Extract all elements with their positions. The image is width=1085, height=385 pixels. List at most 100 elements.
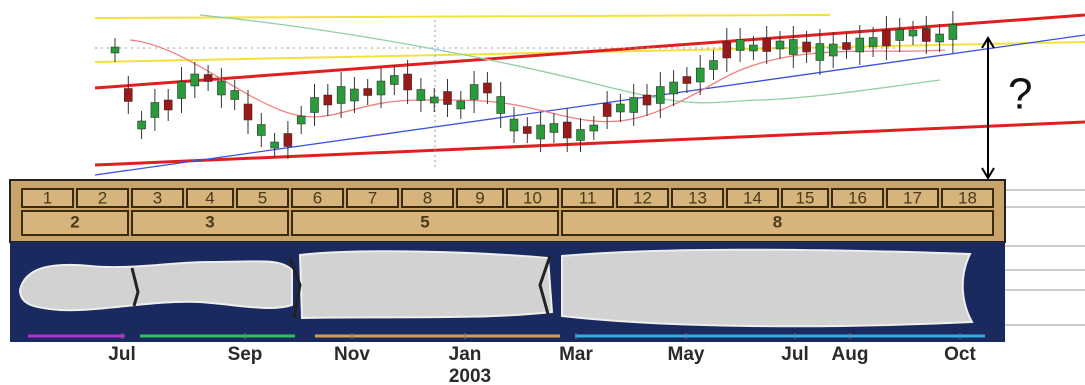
group-box <box>21 210 129 236</box>
candle <box>749 44 758 52</box>
candle <box>124 88 133 102</box>
unit-label: 9 <box>475 188 484 207</box>
unit-box <box>21 188 74 208</box>
unit-box <box>76 188 129 208</box>
unit-label: 11 <box>579 188 597 207</box>
candle <box>416 89 426 101</box>
unit-label: 8 <box>423 188 432 207</box>
candle <box>190 73 200 87</box>
candle <box>868 37 878 47</box>
unit-label: 15 <box>796 188 815 207</box>
unit-label: 14 <box>743 188 762 207</box>
candle <box>456 100 466 110</box>
unit-label: 4 <box>205 188 214 207</box>
unit-box <box>401 188 454 208</box>
unit-box <box>186 188 234 208</box>
month-label: Jan <box>449 344 482 365</box>
arrow-heads <box>981 36 995 180</box>
yellow-line <box>94 14 831 19</box>
candle <box>363 88 372 96</box>
group-box <box>131 210 289 236</box>
candle <box>243 103 253 121</box>
unit-box <box>291 188 344 208</box>
candle <box>110 46 120 54</box>
unit-label: 12 <box>633 188 652 207</box>
group-label: 2 <box>70 212 79 231</box>
unit-box <box>941 188 994 208</box>
candle <box>908 29 918 37</box>
candle <box>483 82 492 94</box>
candle <box>669 81 678 95</box>
x-axis: Jul Sep Nov Jan Mar May Jul Aug Oct <box>108 333 977 365</box>
group-label: 3 <box>205 212 214 231</box>
candle <box>629 97 638 113</box>
candle <box>656 86 665 104</box>
candle <box>203 74 213 82</box>
unit-label: 5 <box>258 188 267 207</box>
unit-label: 2 <box>98 188 107 207</box>
unit-box <box>236 188 289 208</box>
unit-label: 13 <box>688 188 707 207</box>
group-label: 5 <box>420 212 429 231</box>
candle <box>177 81 186 99</box>
candle <box>217 80 226 96</box>
unit-box <box>831 188 884 208</box>
candle <box>137 120 146 130</box>
candle <box>150 102 160 118</box>
candle <box>642 94 652 106</box>
ma-long <box>199 14 941 104</box>
candle <box>682 76 692 84</box>
unit-label: 3 <box>153 188 162 207</box>
candle <box>935 33 944 43</box>
group-box <box>291 210 559 236</box>
candle <box>296 115 306 125</box>
candle <box>496 96 505 114</box>
candle <box>336 86 346 104</box>
candle <box>589 124 599 132</box>
month-label: Sep <box>228 344 263 365</box>
group-label: 8 <box>773 212 782 231</box>
year-label: 2003 <box>449 366 491 385</box>
month-label: May <box>668 344 705 365</box>
candle <box>509 118 519 132</box>
candle <box>549 123 559 133</box>
side-lines <box>1005 189 1085 326</box>
unit-label: 7 <box>368 188 377 207</box>
candle <box>576 129 585 141</box>
month-label: Jul <box>781 344 808 365</box>
joints <box>130 255 552 319</box>
candle <box>789 39 798 55</box>
unit-box <box>346 188 399 208</box>
candle <box>443 91 452 105</box>
unit-label: 16 <box>848 188 867 207</box>
candle <box>469 84 479 100</box>
candle <box>616 103 625 113</box>
candle <box>815 43 825 61</box>
candle <box>802 41 811 53</box>
candle <box>230 90 239 100</box>
ma-short <box>129 39 946 123</box>
candle <box>270 141 279 149</box>
candle <box>695 67 705 83</box>
candle <box>855 37 865 53</box>
candle <box>948 24 958 40</box>
candle <box>283 133 293 147</box>
unit-label: 10 <box>523 188 542 207</box>
candles <box>110 11 958 159</box>
candle <box>762 38 771 52</box>
unit-box <box>561 188 614 208</box>
candle <box>895 29 904 41</box>
candle <box>922 28 931 42</box>
month-label: Aug <box>832 344 869 365</box>
unit-box <box>671 188 724 208</box>
candle <box>310 97 319 113</box>
candle <box>523 126 532 134</box>
month-label: Oct <box>944 344 976 365</box>
candle <box>536 124 545 140</box>
candle <box>775 40 785 50</box>
fib-boxes: 1 2 3 4 5 6 7 8 9 10 11 12 13 14 15 16 17 182 3 5 8 <box>21 188 994 236</box>
candle <box>735 39 745 51</box>
candle <box>163 99 173 111</box>
bone <box>18 248 974 328</box>
